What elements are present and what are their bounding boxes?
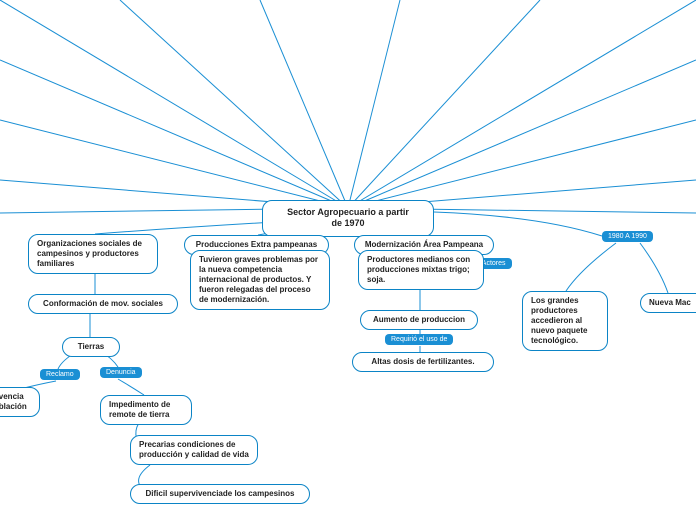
label: Tierras (78, 342, 105, 351)
label: Aumento de produccion (373, 315, 465, 324)
label: Conformación de mov. sociales (43, 299, 163, 308)
label: Requirió el uso de (391, 336, 447, 343)
label: Denuncia (106, 369, 136, 376)
label: Tuvieron graves problemas por la nueva c… (199, 255, 318, 304)
node-problemas[interactable]: Tuvieron graves problemas por la nueva c… (190, 250, 330, 310)
node-productores-medianos[interactable]: Productores medianos con producciones mi… (358, 250, 484, 290)
tag-reclamo[interactable]: Reclamo (40, 369, 80, 380)
label: Nueva Mac (649, 298, 691, 307)
node-grandes-productores[interactable]: Los grandes productores accedieron al nu… (522, 291, 608, 351)
root-node[interactable]: Sector Agropecuario a partir de 1970 (262, 200, 434, 237)
node-tierras[interactable]: Tierras (62, 337, 120, 357)
node-precarias[interactable]: Precarias condiciones de producción y ca… (130, 435, 258, 465)
node-fertilizantes[interactable]: Altas dosis de fertilizantes. (352, 352, 494, 372)
label: Los grandes productores accedieron al nu… (531, 296, 587, 345)
node-dificil[interactable]: Dificil supervivenciade los campesinos (130, 484, 310, 504)
node-conformacion[interactable]: Conformación de mov. sociales (28, 294, 178, 314)
label: Productores medianos con producciones mi… (367, 255, 470, 284)
label: 1980 A 1990 (608, 233, 647, 240)
label: rvivencia población (0, 392, 27, 411)
label: Impedimento de remote de tierra (109, 400, 170, 419)
label: Dificil supervivenciade los campesinos (146, 489, 295, 498)
label: Precarias condiciones de producción y ca… (139, 440, 249, 459)
tag-denuncia[interactable]: Denuncia (100, 367, 142, 378)
label: Producciones Extra pampeanas (196, 240, 317, 249)
node-org-sociales[interactable]: Organizaciones sociales de campesinos y … (28, 234, 158, 274)
label: Organizaciones sociales de campesinos y … (37, 239, 142, 268)
tag-periodo[interactable]: 1980 A 1990 (602, 231, 653, 242)
label: Reclamo (46, 371, 74, 378)
node-supervivencia[interactable]: rvivencia población (0, 387, 40, 417)
tag-requirio[interactable]: Requirió el uso de (385, 334, 453, 345)
root-label: Sector Agropecuario a partir de 1970 (287, 207, 409, 228)
node-impedimento[interactable]: Impedimento de remote de tierra (100, 395, 192, 425)
label: Modernización Área Pampeana (365, 240, 483, 249)
node-nueva-mac[interactable]: Nueva Mac (640, 293, 696, 313)
node-aumento[interactable]: Aumento de produccion (360, 310, 478, 330)
label: Altas dosis de fertilizantes. (371, 357, 474, 366)
